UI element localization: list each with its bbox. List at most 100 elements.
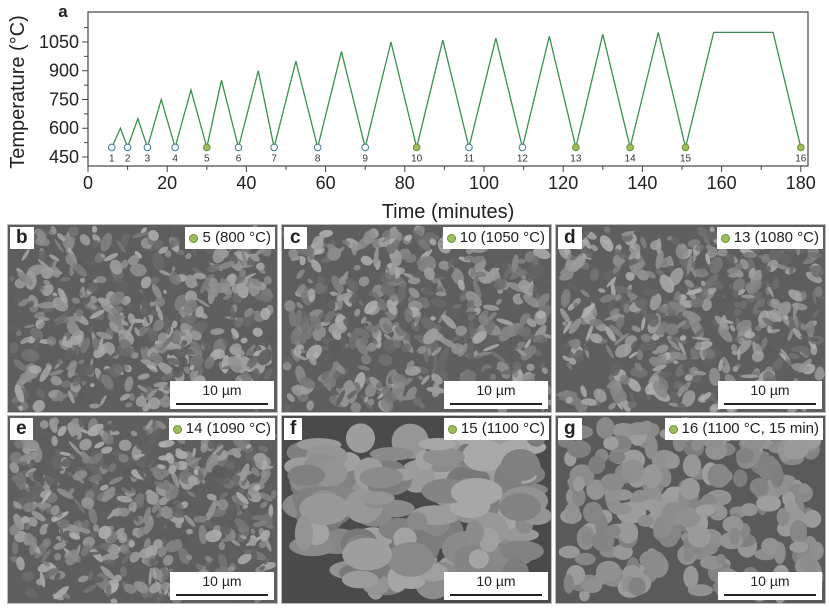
sample-point-label: 3 bbox=[145, 153, 151, 164]
sample-point-14 bbox=[626, 143, 634, 152]
y-tick-label: 450 bbox=[49, 147, 79, 167]
temperature-profile-chart: 0 20 40 60 80 100 120 140 160 180 450 600 750 900 1050… bbox=[7, 2, 816, 222]
sample-tag: 13 (1080 °C) bbox=[716, 227, 823, 249]
sample-point-label: 7 bbox=[271, 153, 277, 164]
sample-point-13 bbox=[572, 143, 580, 152]
y-axis-label: Temperature (°C) bbox=[7, 15, 29, 169]
x-tick-label: 140 bbox=[627, 173, 657, 193]
sample-tag-text: 10 (1050 °C) bbox=[459, 229, 545, 246]
sample-dot-icon bbox=[447, 424, 457, 434]
scale-bar-line bbox=[450, 594, 542, 596]
sample-point-2 bbox=[123, 143, 132, 152]
sample-point-label: 9 bbox=[362, 153, 368, 164]
sample-point-6 bbox=[234, 143, 243, 152]
scale-bar-label: 10 µm bbox=[476, 382, 516, 398]
sample-tag-text: 13 (1080 °C) bbox=[733, 229, 819, 246]
scale-bar-label: 10 µm bbox=[750, 382, 790, 398]
x-tick-label: 100 bbox=[469, 173, 499, 193]
sample-point-label: 5 bbox=[204, 153, 210, 164]
scale-bar-line bbox=[724, 403, 816, 405]
sample-point-16 bbox=[797, 143, 805, 152]
panel-label: e bbox=[10, 418, 33, 440]
x-axis-label: Time (minutes) bbox=[382, 201, 515, 222]
scale-bar-line bbox=[176, 403, 268, 405]
panel-label: g bbox=[558, 418, 582, 440]
x-tick-label: 180 bbox=[786, 173, 816, 193]
sample-point-4 bbox=[171, 143, 179, 152]
sample-point-label: 13 bbox=[570, 153, 582, 164]
scale-bar: 10 µm bbox=[170, 381, 274, 409]
x-tick-label: 0 bbox=[83, 173, 93, 193]
sample-point-8 bbox=[313, 143, 322, 152]
panel-label: f bbox=[284, 418, 303, 440]
sem-image bbox=[8, 225, 277, 412]
sample-point-label: 16 bbox=[795, 153, 807, 164]
sem-panel-c: c 10 (1050 °C) 10 µm bbox=[281, 224, 552, 413]
x-tick-label: 80 bbox=[395, 173, 415, 193]
sem-panel-e: e 14 (1090 °C) 10 µm bbox=[7, 415, 278, 604]
temperature-line bbox=[111, 31, 802, 150]
sample-point-5 bbox=[203, 143, 211, 152]
sample-point-10 bbox=[412, 143, 421, 152]
sample-point-label: 10 bbox=[411, 153, 423, 164]
sample-point-12 bbox=[518, 143, 527, 152]
sample-point-7 bbox=[270, 143, 278, 152]
x-tick-label: 40 bbox=[236, 173, 256, 193]
plot-frame bbox=[87, 11, 809, 167]
panel-label: c bbox=[284, 227, 307, 249]
sample-dot-icon bbox=[668, 424, 678, 434]
y-tick-label: 1050 bbox=[39, 32, 79, 52]
scale-bar: 10 µm bbox=[718, 381, 822, 409]
sem-panel-b: b 5 (800 °C) 10 µm bbox=[7, 224, 278, 413]
x-tick-label: 160 bbox=[707, 173, 737, 193]
x-tick-label: 60 bbox=[316, 173, 336, 193]
x-tick-label: 20 bbox=[157, 173, 177, 193]
y-tick-label: 750 bbox=[49, 89, 79, 109]
scale-bar-label: 10 µm bbox=[202, 573, 242, 589]
sample-tag: 10 (1050 °C) bbox=[442, 227, 549, 249]
sample-tag: 15 (1100 °C) bbox=[443, 418, 549, 440]
scale-bar: 10 µm bbox=[718, 572, 822, 600]
sample-point-3 bbox=[143, 143, 152, 152]
sem-panel-f: f 15 (1100 °C) 10 µm bbox=[281, 415, 552, 604]
y-tick-label: 600 bbox=[49, 118, 79, 138]
scale-bar: 10 µm bbox=[444, 381, 548, 409]
scale-bar-line bbox=[724, 594, 816, 596]
sample-point-label: 4 bbox=[172, 153, 178, 164]
sample-point-1 bbox=[107, 143, 116, 152]
sample-point-label: 6 bbox=[236, 153, 242, 164]
panel-label: d bbox=[558, 227, 582, 249]
sample-tag-text: 5 (800 °C) bbox=[202, 229, 271, 246]
sem-panel-d: d 13 (1080 °C) 10 µm bbox=[555, 224, 826, 413]
sample-tag: 5 (800 °C) bbox=[185, 227, 275, 249]
scale-bar-line bbox=[450, 403, 542, 405]
scale-bar-line bbox=[176, 594, 268, 596]
sample-dot-icon bbox=[446, 233, 456, 243]
x-tick-label: 120 bbox=[548, 173, 578, 193]
sample-point-15 bbox=[681, 143, 690, 152]
scale-bar-label: 10 µm bbox=[202, 382, 242, 398]
sample-tag-text: 16 (1100 °C, 15 min) bbox=[681, 420, 819, 437]
scale-bar-label: 10 µm bbox=[750, 573, 790, 589]
sample-point-label: 15 bbox=[680, 153, 692, 164]
sample-point-label: 14 bbox=[625, 153, 637, 164]
sample-point-9 bbox=[361, 143, 370, 152]
scale-bar: 10 µm bbox=[444, 572, 548, 600]
y-tick-label: 900 bbox=[49, 61, 79, 81]
sample-point-11 bbox=[465, 143, 473, 152]
sample-tag-text: 15 (1100 °C) bbox=[460, 420, 545, 437]
sample-tag: 14 (1090 °C) bbox=[168, 418, 275, 440]
panel-label: b bbox=[10, 227, 34, 249]
panel-label-a: a bbox=[58, 2, 68, 21]
scale-bar: 10 µm bbox=[170, 572, 274, 600]
sample-point-label: 1 bbox=[109, 153, 115, 164]
sample-point-label: 11 bbox=[464, 153, 475, 164]
sem-panel-g: g 16 (1100 °C, 15 min) 10 µm bbox=[555, 415, 826, 604]
sample-point-label: 12 bbox=[517, 153, 529, 164]
scale-bar-label: 10 µm bbox=[476, 573, 516, 589]
sample-tag-text: 14 (1090 °C) bbox=[185, 420, 271, 437]
sample-dot-icon bbox=[720, 233, 730, 243]
sample-dot-icon bbox=[172, 424, 182, 434]
sample-point-label: 8 bbox=[315, 153, 321, 164]
sample-tag: 16 (1100 °C, 15 min) bbox=[664, 418, 823, 440]
